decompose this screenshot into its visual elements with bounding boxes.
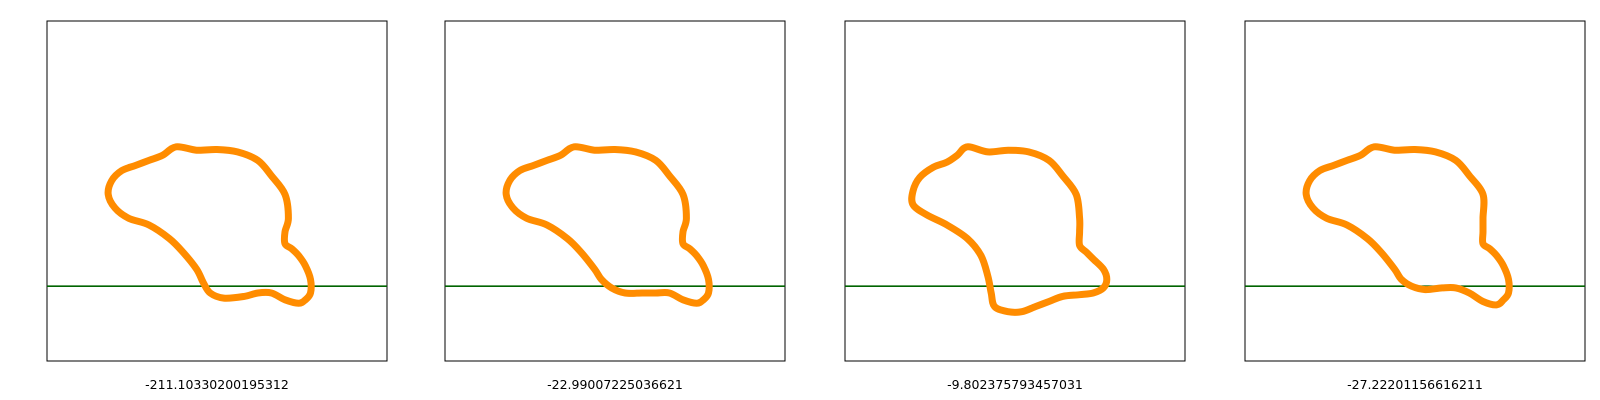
shape-outline — [104, 143, 315, 307]
panel-frame — [844, 20, 1186, 362]
value-label: -9.802375793457031 — [947, 377, 1083, 392]
panel-frame — [1244, 20, 1586, 362]
panel-3: -9.802375793457031 — [844, 20, 1186, 392]
value-label: -211.10330200195312 — [145, 377, 289, 392]
shape-outline — [502, 143, 713, 307]
panel-frame — [46, 20, 388, 362]
panel-4: -27.22201156616211 — [1244, 20, 1586, 392]
panel-frame — [444, 20, 786, 362]
panel-2: -22.99007225036621 — [444, 20, 786, 392]
value-label: -27.22201156616211 — [1347, 377, 1483, 392]
panel-1: -211.10330200195312 — [46, 20, 388, 392]
shape-outline — [1302, 143, 1513, 309]
shape-outline — [908, 143, 1111, 316]
value-label: -22.99007225036621 — [547, 377, 683, 392]
